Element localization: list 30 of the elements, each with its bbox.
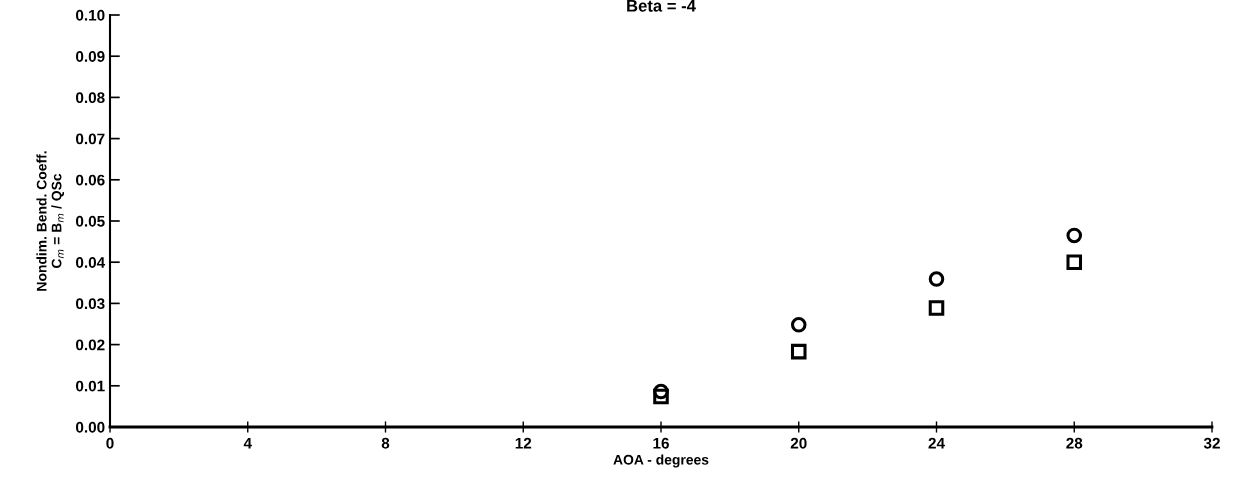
chart-title: Beta = -4: [627, 0, 696, 12]
point: [928, 271, 945, 287]
y-tick-label: 0.09: [76, 51, 105, 62]
x-tick-label: 8: [381, 437, 390, 449]
point: [790, 343, 807, 360]
x-tick-label: 20: [790, 437, 807, 449]
x-tick-label: 32: [1203, 437, 1220, 449]
y-tick-label: 0.05: [76, 215, 105, 227]
x-tick-label: 28: [1066, 437, 1083, 449]
y-tick-label: 0.01: [76, 380, 105, 392]
y-tick-label: 0.04: [76, 257, 106, 268]
y-tick-label: 0.10: [76, 9, 105, 21]
x-axis-title: AOA - degrees: [613, 454, 709, 468]
x-tick-label: 12: [515, 437, 532, 449]
point: [653, 388, 669, 405]
point: [790, 317, 807, 333]
y-tick-label: 0.02: [76, 339, 105, 351]
y-axis-title: Nondim. Bend. Coeff. C$_{m}$ = B$_{m}$ / QSc: [36, 151, 65, 291]
x-tick-label: 0: [106, 437, 114, 449]
y-tick-label: 0.08: [76, 92, 105, 104]
point: [1066, 227, 1083, 244]
y-tick-label: 0.06: [76, 174, 105, 186]
x-tick-label: 16: [653, 437, 669, 449]
point: [928, 300, 945, 316]
x-tick-label: 24: [928, 437, 945, 449]
y-tick-label: 0.00: [76, 421, 105, 433]
y-tick-label: 0.03: [76, 298, 105, 310]
x-tick-label: 4: [243, 437, 252, 449]
y-tick-label: 0.07: [76, 133, 105, 145]
point: [1066, 254, 1083, 270]
